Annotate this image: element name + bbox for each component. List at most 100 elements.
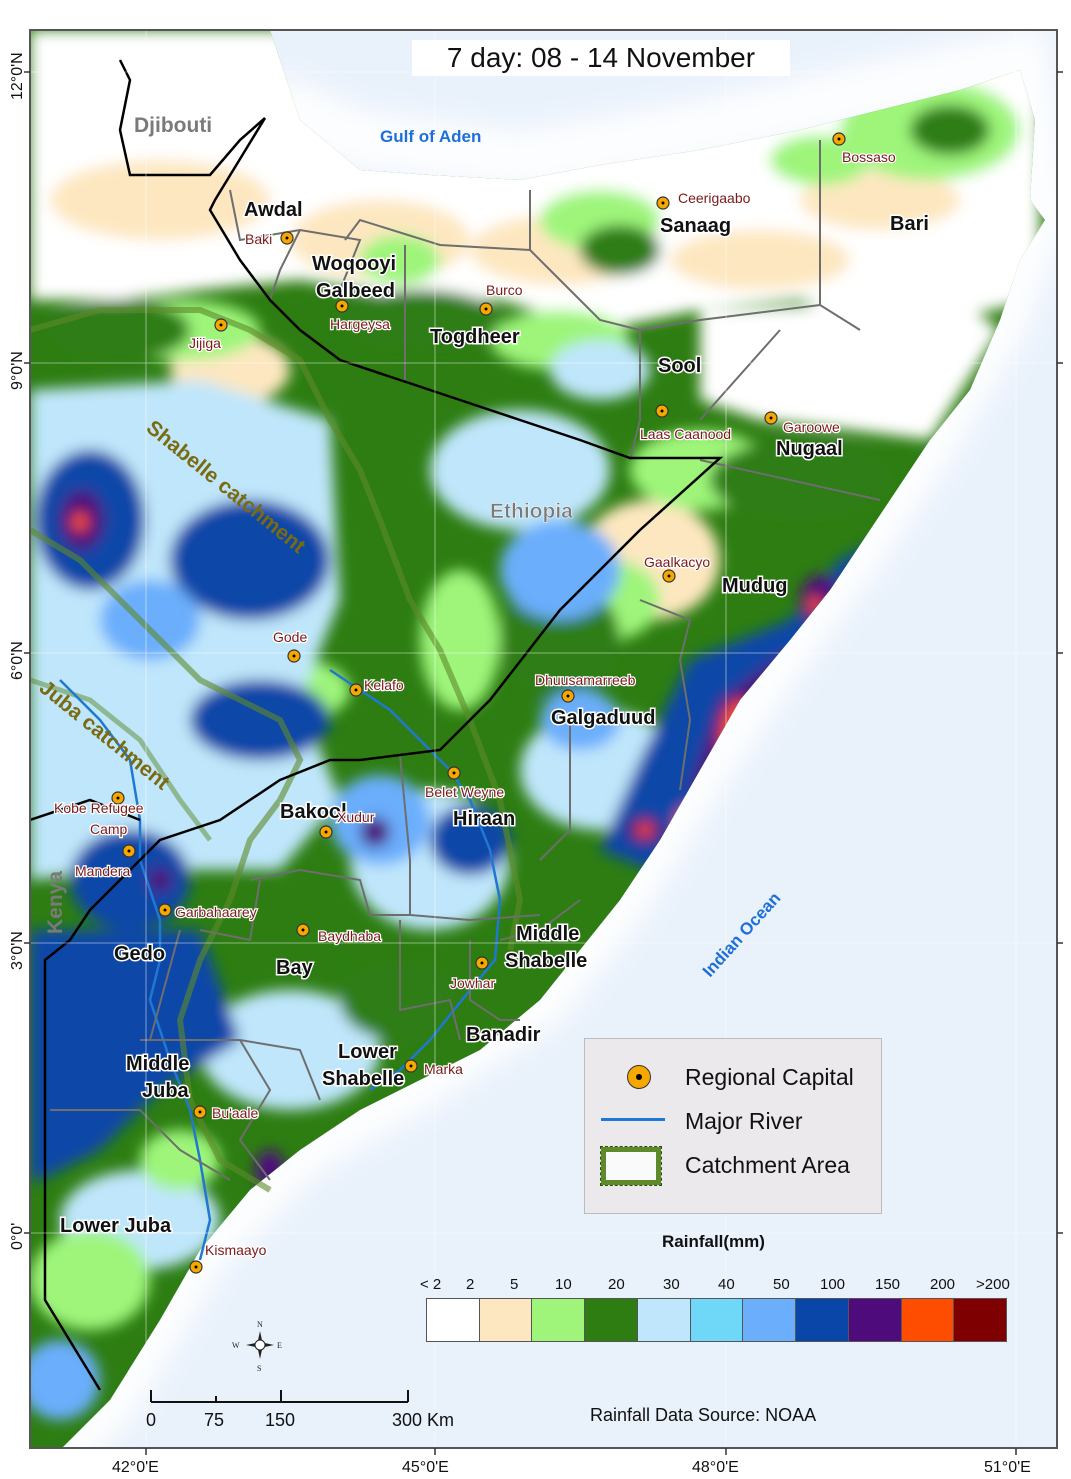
lat-tick-3: 3°0'N (9, 931, 26, 970)
catchment-legend-icon (600, 1146, 662, 1186)
rain-class-label: < 2 (420, 1276, 442, 1293)
city-kobe-line2: Camp (90, 821, 128, 837)
kenya-label: Kenya (44, 871, 67, 934)
rainfall-legend-title: Rainfall(mm) (662, 1232, 765, 1251)
rain-swatch (426, 1298, 480, 1342)
juba-catchment-outline (30, 527, 304, 1193)
city-belet-weyne: Belet Weyne (425, 784, 504, 800)
capital-marker-icon (447, 766, 461, 780)
shabelle-river (329, 668, 502, 1092)
region-middle-shabelle-line2: Shabelle (505, 950, 587, 972)
capital-marker-icon (319, 825, 333, 839)
capital-marker-icon (287, 649, 301, 663)
capital-marker-icon (335, 299, 349, 313)
city-marka: Marka (424, 1061, 463, 1077)
capital-marker-icon (214, 318, 228, 332)
region-lower-shabelle-line2: Shabelle (322, 1068, 404, 1090)
scale-label: 150 (265, 1410, 296, 1430)
capital-marker-icon (475, 956, 489, 970)
rain-class-label: 150 (875, 1276, 901, 1293)
city-gaalkacyo: Gaalkacyo (644, 554, 710, 570)
capital-marker-icon (349, 683, 363, 697)
rain-swatch (900, 1298, 955, 1342)
region-awdal: Awdal (244, 199, 303, 221)
region-middle-juba-line1: Middle (126, 1053, 189, 1075)
rain-swatch (847, 1298, 902, 1342)
svg-text:N: N (257, 1320, 263, 1329)
city-jowhar: Jowhar (450, 975, 495, 991)
lat-tick-0: 0°0' (9, 1223, 26, 1250)
region-lower-juba: Lower Juba (60, 1215, 172, 1237)
capital-marker-icon (656, 196, 670, 210)
region-togdheer: Togdheer (430, 326, 520, 348)
city-hargeysa: Hargeysa (330, 316, 390, 332)
region-lower-shabelle-line1: Lower (338, 1041, 397, 1063)
lat-tick-9: 9°0'N (9, 351, 26, 390)
svg-text:E: E (277, 1341, 282, 1350)
lat-tick-12: 12°0'N (9, 52, 26, 100)
city-kelafo: Kelafo (364, 677, 404, 693)
lon-tick-42: 42°0'E (112, 1459, 159, 1476)
capital-marker-icon (662, 569, 676, 583)
city-garbahaarey: Garbahaarey (175, 904, 257, 920)
country-borders (30, 59, 724, 1391)
city-garoowe: Garoowe (783, 419, 840, 435)
city-burco: Burco (486, 282, 523, 298)
city-jijiga: Jijiga (189, 335, 221, 351)
capital-marker-icon (193, 1105, 207, 1119)
region-galgaduud: Galgaduud (551, 707, 655, 729)
catchment-divide (30, 677, 212, 842)
gulf-of-aden-label: Gulf of Aden (380, 127, 481, 146)
rain-swatch (689, 1298, 744, 1342)
capital-marker-icon (404, 1059, 418, 1073)
region-mudug: Mudug (722, 575, 788, 597)
region-gedo: Gedo (114, 943, 165, 965)
region-bari: Bari (890, 213, 929, 235)
rain-swatch (584, 1298, 638, 1342)
rain-swatch (953, 1298, 1007, 1342)
capital-marker-icon (189, 1260, 203, 1274)
legend-capital-label: Regional Capital (685, 1064, 854, 1090)
region-bay: Bay (276, 957, 314, 979)
capital-marker-icon (158, 903, 172, 917)
rain-class-label: 40 (718, 1276, 735, 1293)
scale-label: 75 (204, 1410, 225, 1430)
capital-marker-icon (280, 231, 294, 245)
rain-swatch (795, 1298, 849, 1342)
legend-catchment-label: Catchment Area (685, 1152, 850, 1178)
juba-river (59, 679, 212, 1261)
capital-marker-icon (655, 404, 669, 418)
capital-marker-icon (479, 302, 493, 316)
city-buaale: Bu'aale (212, 1105, 258, 1121)
region-sool: Sool (658, 355, 701, 377)
rain-swatch (478, 1298, 533, 1342)
capital-marker-icon (122, 844, 136, 858)
city-markers (111, 132, 846, 1274)
tick-marks (24, 71, 1063, 1455)
map-title: 7 day: 08 - 14 November (412, 40, 790, 76)
city-baydhaba: Baydhaba (318, 928, 381, 944)
region-sanaag: Sanaag (660, 215, 731, 237)
rain-swatch (531, 1298, 586, 1342)
lon-tick-48: 48°0'E (692, 1459, 739, 1476)
capital-marker-icon (561, 689, 575, 703)
capital-marker-icon (111, 791, 125, 805)
city-kismaayo: Kismaayo (205, 1242, 267, 1258)
city-dhuusamarreeb: Dhuusamarreeb (535, 672, 636, 688)
legend-panel: Regional Capital Major River Catchment A… (584, 1038, 882, 1214)
rain-class-label: 200 (930, 1276, 956, 1293)
map-neatline (29, 29, 1058, 1449)
rain-class-label: 5 (510, 1276, 519, 1293)
capital-marker-icon (764, 411, 778, 425)
city-kobe-line1: Kobe Refugee (54, 800, 144, 816)
region-hiraan: Hiraan (453, 808, 515, 830)
region-woqooyi-line2: Galbeed (316, 280, 395, 302)
river-legend-icon (601, 1118, 665, 1121)
region-bakool: Bakool (280, 801, 347, 823)
legend-river-label: Major River (685, 1108, 803, 1134)
rainfall-raster (30, 30, 1045, 1448)
djibouti-label: Djibouti (134, 114, 212, 137)
rain-class-label: 2 (466, 1276, 475, 1293)
city-laas-caanood: Laas Caanood (640, 426, 731, 442)
